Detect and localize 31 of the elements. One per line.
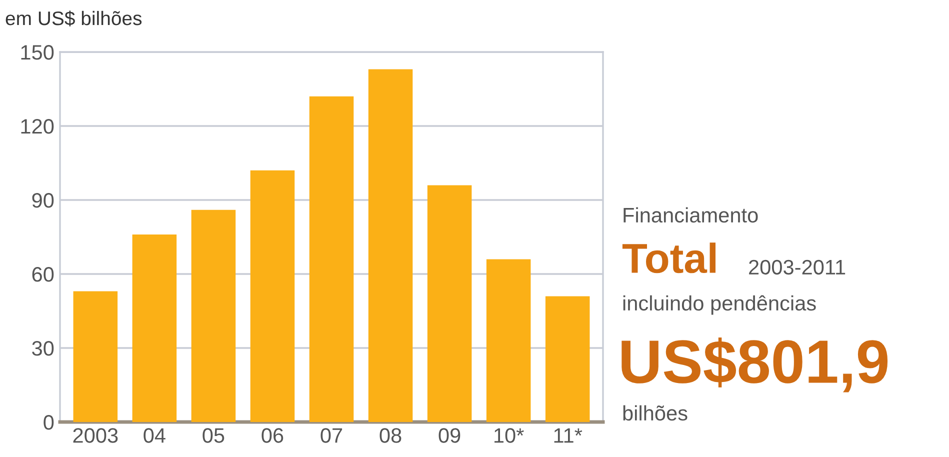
text: incluindo pendências: [623, 295, 816, 315]
x-tick-label: 05: [202, 428, 224, 443]
x-tick-label: 08: [380, 428, 402, 443]
y-tick-label: 0: [44, 415, 54, 430]
bar: [427, 185, 472, 422]
y-tick-label: 90: [32, 193, 54, 208]
y-tick-label: 150: [21, 45, 54, 60]
y-axis-title: em US$ bilhões: [6, 10, 142, 26]
y-tick-label: 30: [32, 341, 54, 356]
text: bilhões: [623, 405, 688, 421]
x-tick-label: 07: [320, 428, 342, 443]
bar: [250, 170, 295, 422]
bar: [309, 96, 354, 422]
bar: [368, 69, 413, 422]
bar: [132, 234, 177, 422]
bar: [545, 296, 590, 422]
bar: [73, 291, 118, 422]
text: 2003-2011: [749, 260, 846, 275]
x-tick-label: 2003: [73, 428, 118, 443]
text: Financiamento: [624, 207, 758, 223]
text: Total: [622, 242, 716, 274]
x-tick-label: 09: [438, 428, 460, 443]
x-tick-label: 10*: [494, 428, 524, 443]
x-tick-label: 06: [262, 428, 284, 443]
bar: [486, 259, 531, 422]
y-tick-label: 60: [32, 267, 54, 282]
y-tick-label: 120: [21, 119, 54, 134]
text: US$801,9: [622, 337, 888, 392]
x-tick-label: 11*: [554, 428, 582, 443]
x-tick-label: 04: [144, 428, 166, 443]
bar: [191, 210, 236, 422]
